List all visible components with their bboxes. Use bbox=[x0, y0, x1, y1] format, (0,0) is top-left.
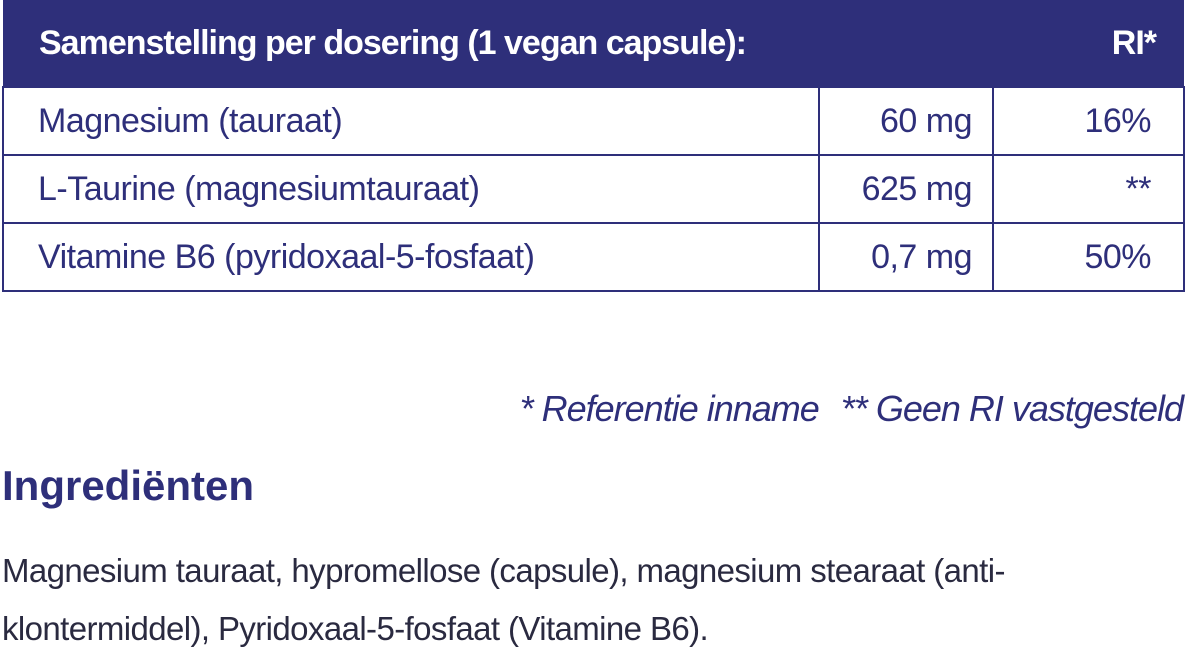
nutrient-amount: 625 mg bbox=[817, 154, 995, 224]
nutrient-amount: 0,7 mg bbox=[817, 222, 995, 292]
table-row: Vitamine B6 (pyridoxaal-5-fosfaat) 0,7 mg… bbox=[2, 222, 1185, 292]
footnote: ** Geen RI vastgesteld bbox=[840, 388, 1184, 429]
nutrient-amount: 60 mg bbox=[817, 86, 995, 156]
ingredients-title: Ingrediënten bbox=[2, 462, 255, 509]
ingredients-line: klontermiddel), Pyridoxaal-5-fosfaat (Vi… bbox=[2, 610, 709, 647]
table-row: Magnesium (tauraat) 60 mg 16% bbox=[2, 86, 1185, 156]
nutrient-ri: ** bbox=[992, 154, 1185, 224]
nutrient-ri: 50% bbox=[992, 222, 1185, 292]
ingredients-line: Magnesium tauraat, hypromellose (capsule… bbox=[2, 552, 1005, 589]
footnotes: * Referentie inname ** Geen RI vastgestel… bbox=[519, 388, 1184, 430]
ingredients-text: Magnesium tauraat, hypromellose (capsule… bbox=[2, 542, 1005, 658]
table-body: Magnesium (tauraat) 60 mg 16% L-Taurine (ma… bbox=[2, 86, 1185, 292]
header-row: Samenstelling per dosering (1 vegan caps… bbox=[3, 0, 1185, 87]
nutrient-name: L-Taurine (magnesiumtauraat) bbox=[2, 154, 820, 224]
header-ri: RI* bbox=[993, 0, 1185, 87]
nutrient-name: Magnesium (tauraat) bbox=[2, 86, 820, 156]
header-title: Samenstelling per dosering (1 vegan caps… bbox=[3, 0, 994, 87]
footnote: * Referentie inname bbox=[519, 388, 820, 429]
nutrient-name: Vitamine B6 (pyridoxaal-5-fosfaat) bbox=[2, 222, 820, 292]
nutrient-ri: 16% bbox=[992, 86, 1185, 156]
composition-table: Samenstelling per dosering (1 vegan caps… bbox=[2, 0, 1185, 292]
table-row: L-Taurine (magnesiumtauraat) 625 mg ** bbox=[2, 154, 1185, 224]
